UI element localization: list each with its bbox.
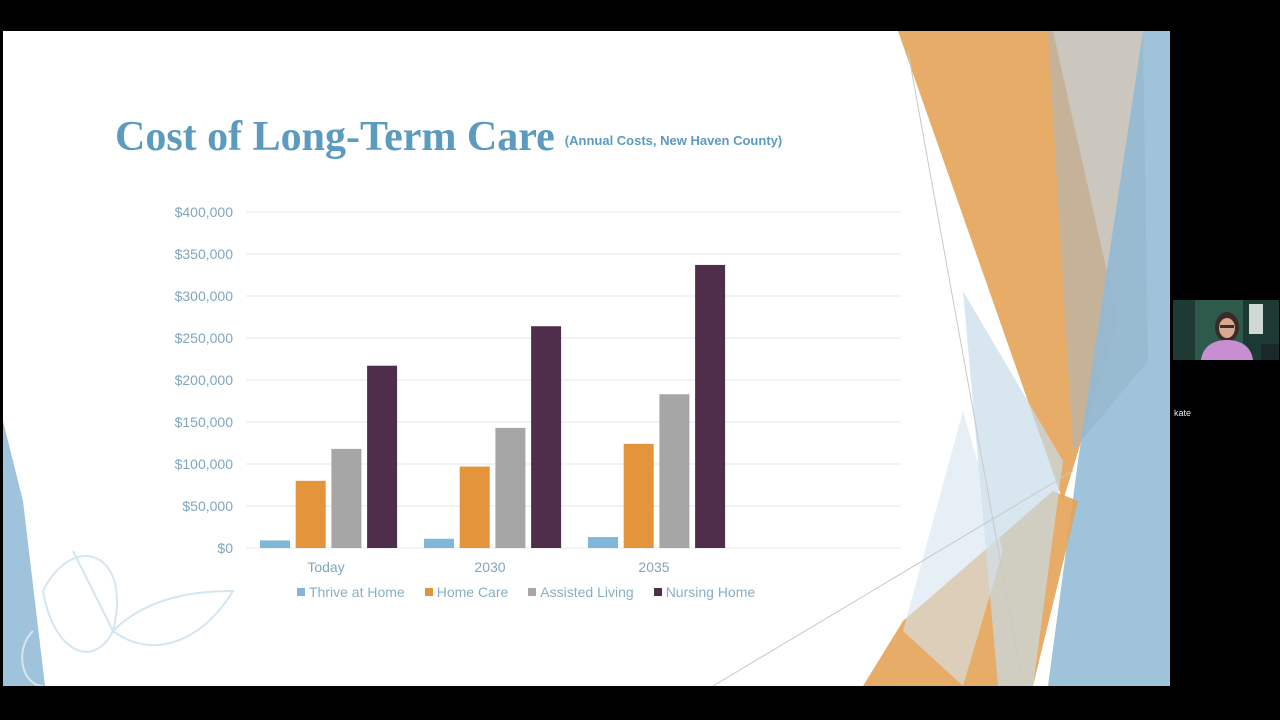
bar-thrive-at-home-2030 [424, 538, 454, 548]
legend-label-nursing-home: Nursing Home [665, 584, 756, 600]
y-axis-labels: $0 $50,000 $100,000 $150,000 $200,000 $250,00… [175, 204, 234, 556]
y-tick-label: $400,000 [175, 204, 234, 220]
bar-nursing-home-2030 [531, 326, 562, 548]
y-tick-label: $300,000 [175, 288, 234, 304]
legend-swatch-assisted-living [528, 588, 537, 596]
y-tick-label: $100,000 [175, 456, 234, 472]
y-tick-label: $200,000 [175, 372, 234, 388]
bar-home-care-2030 [459, 466, 490, 548]
x-category-label: 2030 [474, 559, 505, 575]
bar-nursing-home-2035 [695, 264, 726, 548]
participant-name-label: kate [1174, 408, 1192, 418]
legend-item-home-care: Home Care [424, 584, 509, 600]
legend-label-home-care: Home Care [436, 584, 509, 600]
bar-chart: $0 $50,000 $100,000 $150,000 $200,000 $250,00… [175, 204, 901, 575]
x-category-label: Today [307, 559, 344, 575]
bar-thrive-at-home-today [260, 540, 290, 548]
y-tick-label: $350,000 [175, 246, 234, 262]
legend-label-assisted-living: Assisted Living [540, 584, 634, 600]
legend-item-nursing-home: Nursing Home [653, 584, 756, 600]
slide-title-text: Cost of Long-Term Care [115, 114, 555, 160]
x-axis-labels: Today 2030 2035 [307, 559, 669, 575]
slide-title: Cost of Long-Term Care (Annual Costs, New… [115, 113, 782, 161]
bar-nursing-home-today [367, 365, 398, 548]
legend-swatch-home-care [424, 588, 433, 596]
bar-home-care-today [295, 480, 326, 548]
x-category-label: 2035 [638, 559, 669, 575]
bar-assisted-living-2030 [495, 427, 526, 548]
y-tick-label: $0 [217, 540, 233, 556]
bar-assisted-living-today [331, 448, 362, 548]
legend-swatch-thrive [297, 588, 305, 596]
legend-swatch-nursing-home [653, 588, 662, 596]
legend-label-thrive: Thrive at Home [309, 584, 405, 600]
y-tick-label: $250,000 [175, 330, 234, 346]
bar-home-care-2035 [623, 443, 654, 548]
participant-video-thumbnail[interactable] [1173, 300, 1279, 360]
y-tick-label: $50,000 [182, 498, 233, 514]
slide-decoration [3, 31, 1170, 686]
bar-assisted-living-2035 [659, 394, 690, 548]
slide-subtitle: (Annual Costs, New Haven County) [564, 132, 783, 148]
legend-item-assisted-living: Assisted Living [528, 584, 634, 600]
bar-thrive-at-home-2035 [588, 537, 618, 548]
y-tick-label: $150,000 [175, 414, 234, 430]
participant-video-feed [1173, 300, 1279, 360]
chart-bars [260, 264, 726, 548]
chart-legend: Thrive at Home Home Care Assisted Living… [297, 584, 755, 600]
legend-item-thrive: Thrive at Home [297, 584, 405, 600]
presentation-slide: Cost of Long-Term Care (Annual Costs, New… [3, 31, 1170, 686]
